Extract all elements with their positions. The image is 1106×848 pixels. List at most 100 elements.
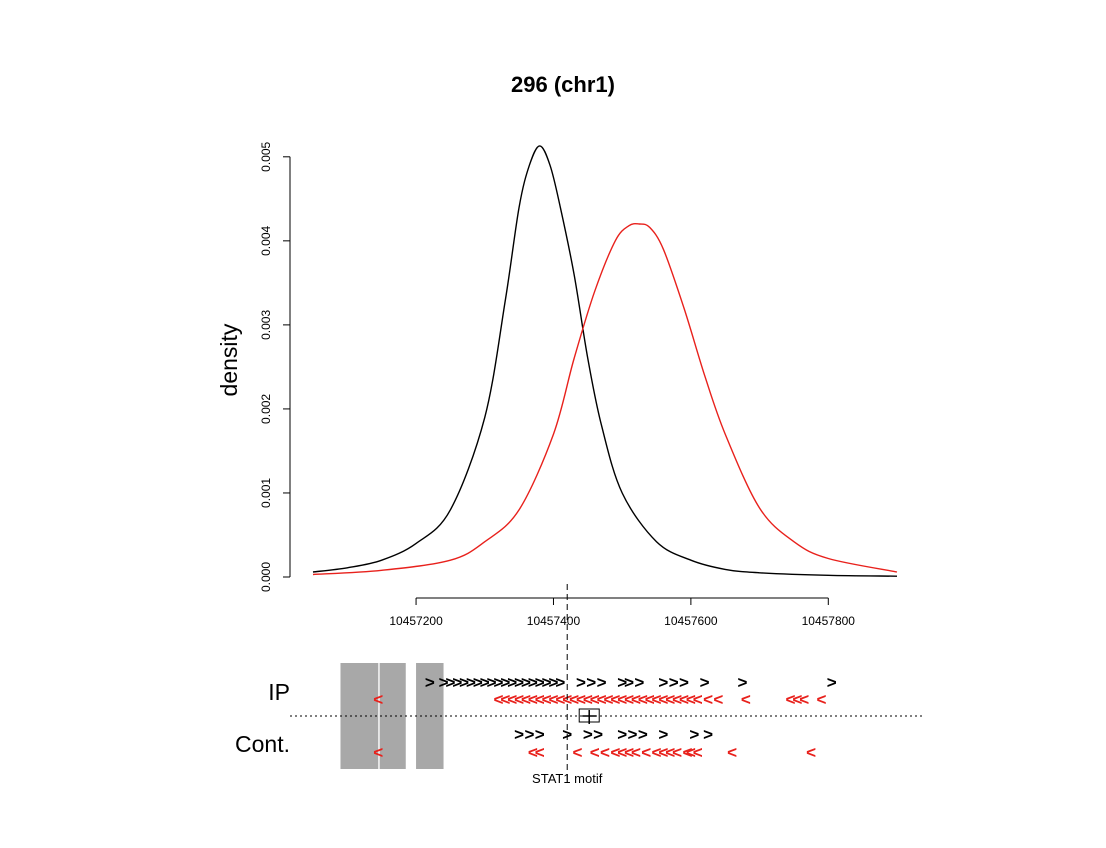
ip-reverse-read: < xyxy=(645,690,655,709)
ip-forward-read: > xyxy=(669,673,679,692)
ip-forward-read: > xyxy=(700,673,710,692)
ip-forward-read: > xyxy=(452,673,462,692)
ip-forward-read: > xyxy=(466,673,476,692)
control-reverse-read: < xyxy=(693,743,703,762)
ip-reverse-read: < xyxy=(658,690,668,709)
ip-reverse-read: < xyxy=(549,690,559,709)
control-reverse-read: < xyxy=(806,743,816,762)
ip-forward-read: > xyxy=(597,673,607,692)
density-line-black xyxy=(312,145,898,577)
y-tick-label: 0.001 xyxy=(259,478,273,508)
ip-forward-read: > xyxy=(535,673,545,692)
ip-forward-read: > xyxy=(473,673,483,692)
control-forward-read: > xyxy=(593,725,603,744)
x-tick-label: 10457200 xyxy=(389,614,443,628)
ip-reverse-read: < xyxy=(792,690,802,709)
control-reverse-read: < xyxy=(535,743,545,762)
ip-reverse-read: < xyxy=(569,690,579,709)
control-forward-read: > xyxy=(638,725,648,744)
control-reverse-read: < xyxy=(528,743,538,762)
ip-reverse-read: < xyxy=(741,690,751,709)
ip-forward-read: > xyxy=(549,673,559,692)
control-reverse-read: < xyxy=(590,743,600,762)
ip-forward-read: > xyxy=(528,673,538,692)
ip-reverse-read: < xyxy=(617,690,627,709)
ip-reverse-read: < xyxy=(507,690,517,709)
ip-reverse-read: < xyxy=(679,690,689,709)
control-reverse-read: < xyxy=(624,743,634,762)
ip-reverse-read: < xyxy=(672,690,682,709)
ip-reverse-read: < xyxy=(652,690,662,709)
control-reverse-read: < xyxy=(658,743,668,762)
ip-forward-read: > xyxy=(542,673,552,692)
ip-reverse-read: < xyxy=(528,690,538,709)
ip-forward-read: > xyxy=(487,673,497,692)
control-reverse-read: < xyxy=(652,743,662,762)
ip-reverse-read: < xyxy=(597,690,607,709)
ip-forward-read: > xyxy=(679,673,689,692)
control-reverse-read: < xyxy=(610,743,620,762)
control-reverse-read: < xyxy=(727,743,737,762)
ip-reverse-read: < xyxy=(631,690,641,709)
ip-reverse-read: < xyxy=(665,690,675,709)
ip-reverse-read: < xyxy=(799,690,809,709)
ip-forward-read: > xyxy=(500,673,510,692)
track-label-control: Cont. xyxy=(235,731,290,757)
ip-forward-read: > xyxy=(617,673,627,692)
motif-label: STAT1 motif xyxy=(532,771,603,786)
ip-forward-read: > xyxy=(827,673,837,692)
control-reverse-read: < xyxy=(600,743,610,762)
ip-reverse-read: < xyxy=(624,690,634,709)
control-reverse-read: < xyxy=(672,743,682,762)
y-tick-label: 0.005 xyxy=(259,141,273,171)
control-reverse-read: < xyxy=(665,743,675,762)
ip-forward-read: > xyxy=(507,673,517,692)
ip-reverse-read: < xyxy=(590,690,600,709)
ip-forward-read: > xyxy=(445,673,455,692)
track-label-ip: IP xyxy=(268,679,290,705)
ip-reverse-read: < xyxy=(521,690,531,709)
chart-title: 296 (chr1) xyxy=(511,72,615,97)
y-tick-label: 0.002 xyxy=(259,394,273,424)
ip-reverse-read: < xyxy=(713,690,723,709)
control-forward-read: > xyxy=(617,725,627,744)
control-forward-read: > xyxy=(514,725,524,744)
ip-forward-read: > xyxy=(624,673,634,692)
ip-reverse-read: < xyxy=(703,690,713,709)
ip-reverse-read: < xyxy=(610,690,620,709)
ip-forward-read: > xyxy=(586,673,596,692)
ip-forward-read: > xyxy=(514,673,524,692)
ip-reverse-read: < xyxy=(535,690,545,709)
ip-forward-read: > xyxy=(658,673,668,692)
ip-reverse-read: < xyxy=(686,690,696,709)
ip-reverse-read: < xyxy=(693,690,703,709)
ip-forward-read: > xyxy=(634,673,644,692)
ip-forward-read: > xyxy=(480,673,490,692)
control-reverse-read: < xyxy=(573,743,583,762)
control-reverse-read: < xyxy=(631,743,641,762)
ip-reverse-read: < xyxy=(542,690,552,709)
ip-forward-read: > xyxy=(737,673,747,692)
y-tick-label: 0.003 xyxy=(259,310,273,340)
control-forward-read: > xyxy=(689,725,699,744)
ip-forward-read: > xyxy=(555,673,565,692)
ip-reverse-read: < xyxy=(638,690,648,709)
density-line-red xyxy=(312,223,898,576)
x-tick-label: 10457800 xyxy=(802,614,856,628)
control-forward-read: > xyxy=(628,725,638,744)
y-tick-label: 0.000 xyxy=(259,562,273,592)
control-reverse-read: < xyxy=(682,743,692,762)
control-reverse-read: < xyxy=(686,743,696,762)
ip-forward-read: > xyxy=(521,673,531,692)
control-forward-read: > xyxy=(535,725,545,744)
control-reverse-read: < xyxy=(617,743,627,762)
ip-reverse-read: < xyxy=(494,690,504,709)
y-axis-label: density xyxy=(216,323,242,396)
ip-reverse-read: < xyxy=(603,690,613,709)
axes: 0.000 0.001 0.002 0.003 0.004 0.005 10457200 10… xyxy=(259,141,855,628)
ip-reverse-read: < xyxy=(373,690,383,709)
x-tick-label: 10457600 xyxy=(664,614,718,628)
control-reverse-read: < xyxy=(641,743,651,762)
